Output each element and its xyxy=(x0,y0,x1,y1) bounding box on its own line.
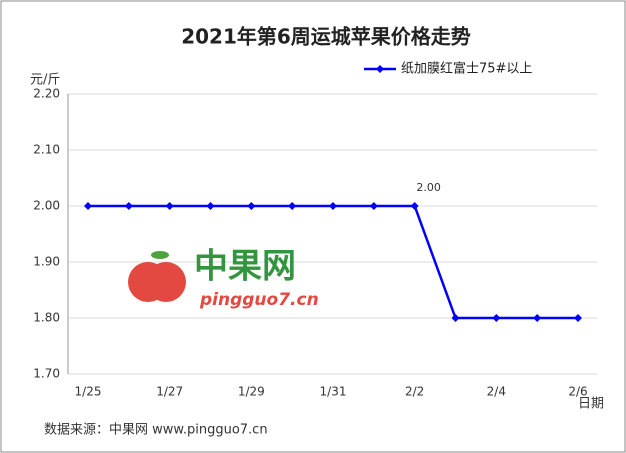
x-tick-label: 2/2 xyxy=(405,385,424,399)
y-tick-label: 1.90 xyxy=(33,255,60,269)
data-point xyxy=(247,202,256,210)
x-tick-label: 1/31 xyxy=(320,385,347,399)
data-point xyxy=(206,202,215,210)
watermark-name: 中果网 xyxy=(194,247,296,287)
y-axis-label: 元/斤 xyxy=(30,73,60,88)
data-point xyxy=(533,314,542,322)
y-tick-label: 2.20 xyxy=(33,87,60,101)
y-tick-label: 1.80 xyxy=(33,311,60,325)
y-tick-label: 1.70 xyxy=(33,367,60,381)
data-point xyxy=(288,202,297,210)
data-label: 2.00 xyxy=(416,181,441,194)
apple-icon xyxy=(146,262,186,302)
data-point xyxy=(165,202,174,210)
data-point xyxy=(369,202,378,210)
x-tick-label: 1/27 xyxy=(156,385,183,399)
legend-marker xyxy=(376,65,384,73)
watermark-url: pingguo7.cn xyxy=(199,290,319,310)
y-tick-label: 2.10 xyxy=(33,143,60,157)
watermark: 中果网 pingguo7.cn xyxy=(128,247,319,310)
data-point xyxy=(574,314,582,322)
apple-leaf xyxy=(151,251,169,259)
x-axis-label: 日期 xyxy=(578,397,604,412)
data-point xyxy=(84,202,92,210)
chart-title: 2021年第6周运城苹果价格走势 xyxy=(181,25,471,49)
x-tick-label: 2/4 xyxy=(487,385,506,399)
data-point xyxy=(451,314,460,322)
x-tick-label: 2/6 xyxy=(568,385,587,399)
x-tick-label: 1/29 xyxy=(238,385,265,399)
data-point xyxy=(410,202,419,210)
source-note: 数据来源：中果网 www.pingguo7.cn xyxy=(44,423,268,438)
data-point xyxy=(124,202,133,210)
y-tick-label: 2.00 xyxy=(33,199,60,213)
data-point xyxy=(492,314,501,322)
data-point xyxy=(329,202,337,210)
x-tick-label: 1/25 xyxy=(75,385,102,399)
legend-label: 纸加膜红富士75#以上 xyxy=(401,61,532,77)
